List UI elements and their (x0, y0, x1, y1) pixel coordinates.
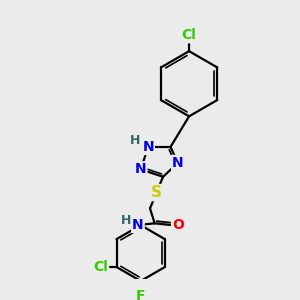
Text: N: N (132, 218, 144, 232)
Text: F: F (136, 289, 146, 300)
Text: N: N (142, 140, 154, 154)
Text: H: H (121, 214, 131, 227)
Text: H: H (130, 134, 140, 147)
Text: Cl: Cl (182, 28, 196, 42)
Text: S: S (151, 185, 162, 200)
Text: N: N (172, 156, 184, 170)
Text: Cl: Cl (93, 260, 108, 274)
Text: O: O (172, 218, 184, 232)
Text: N: N (135, 162, 146, 176)
